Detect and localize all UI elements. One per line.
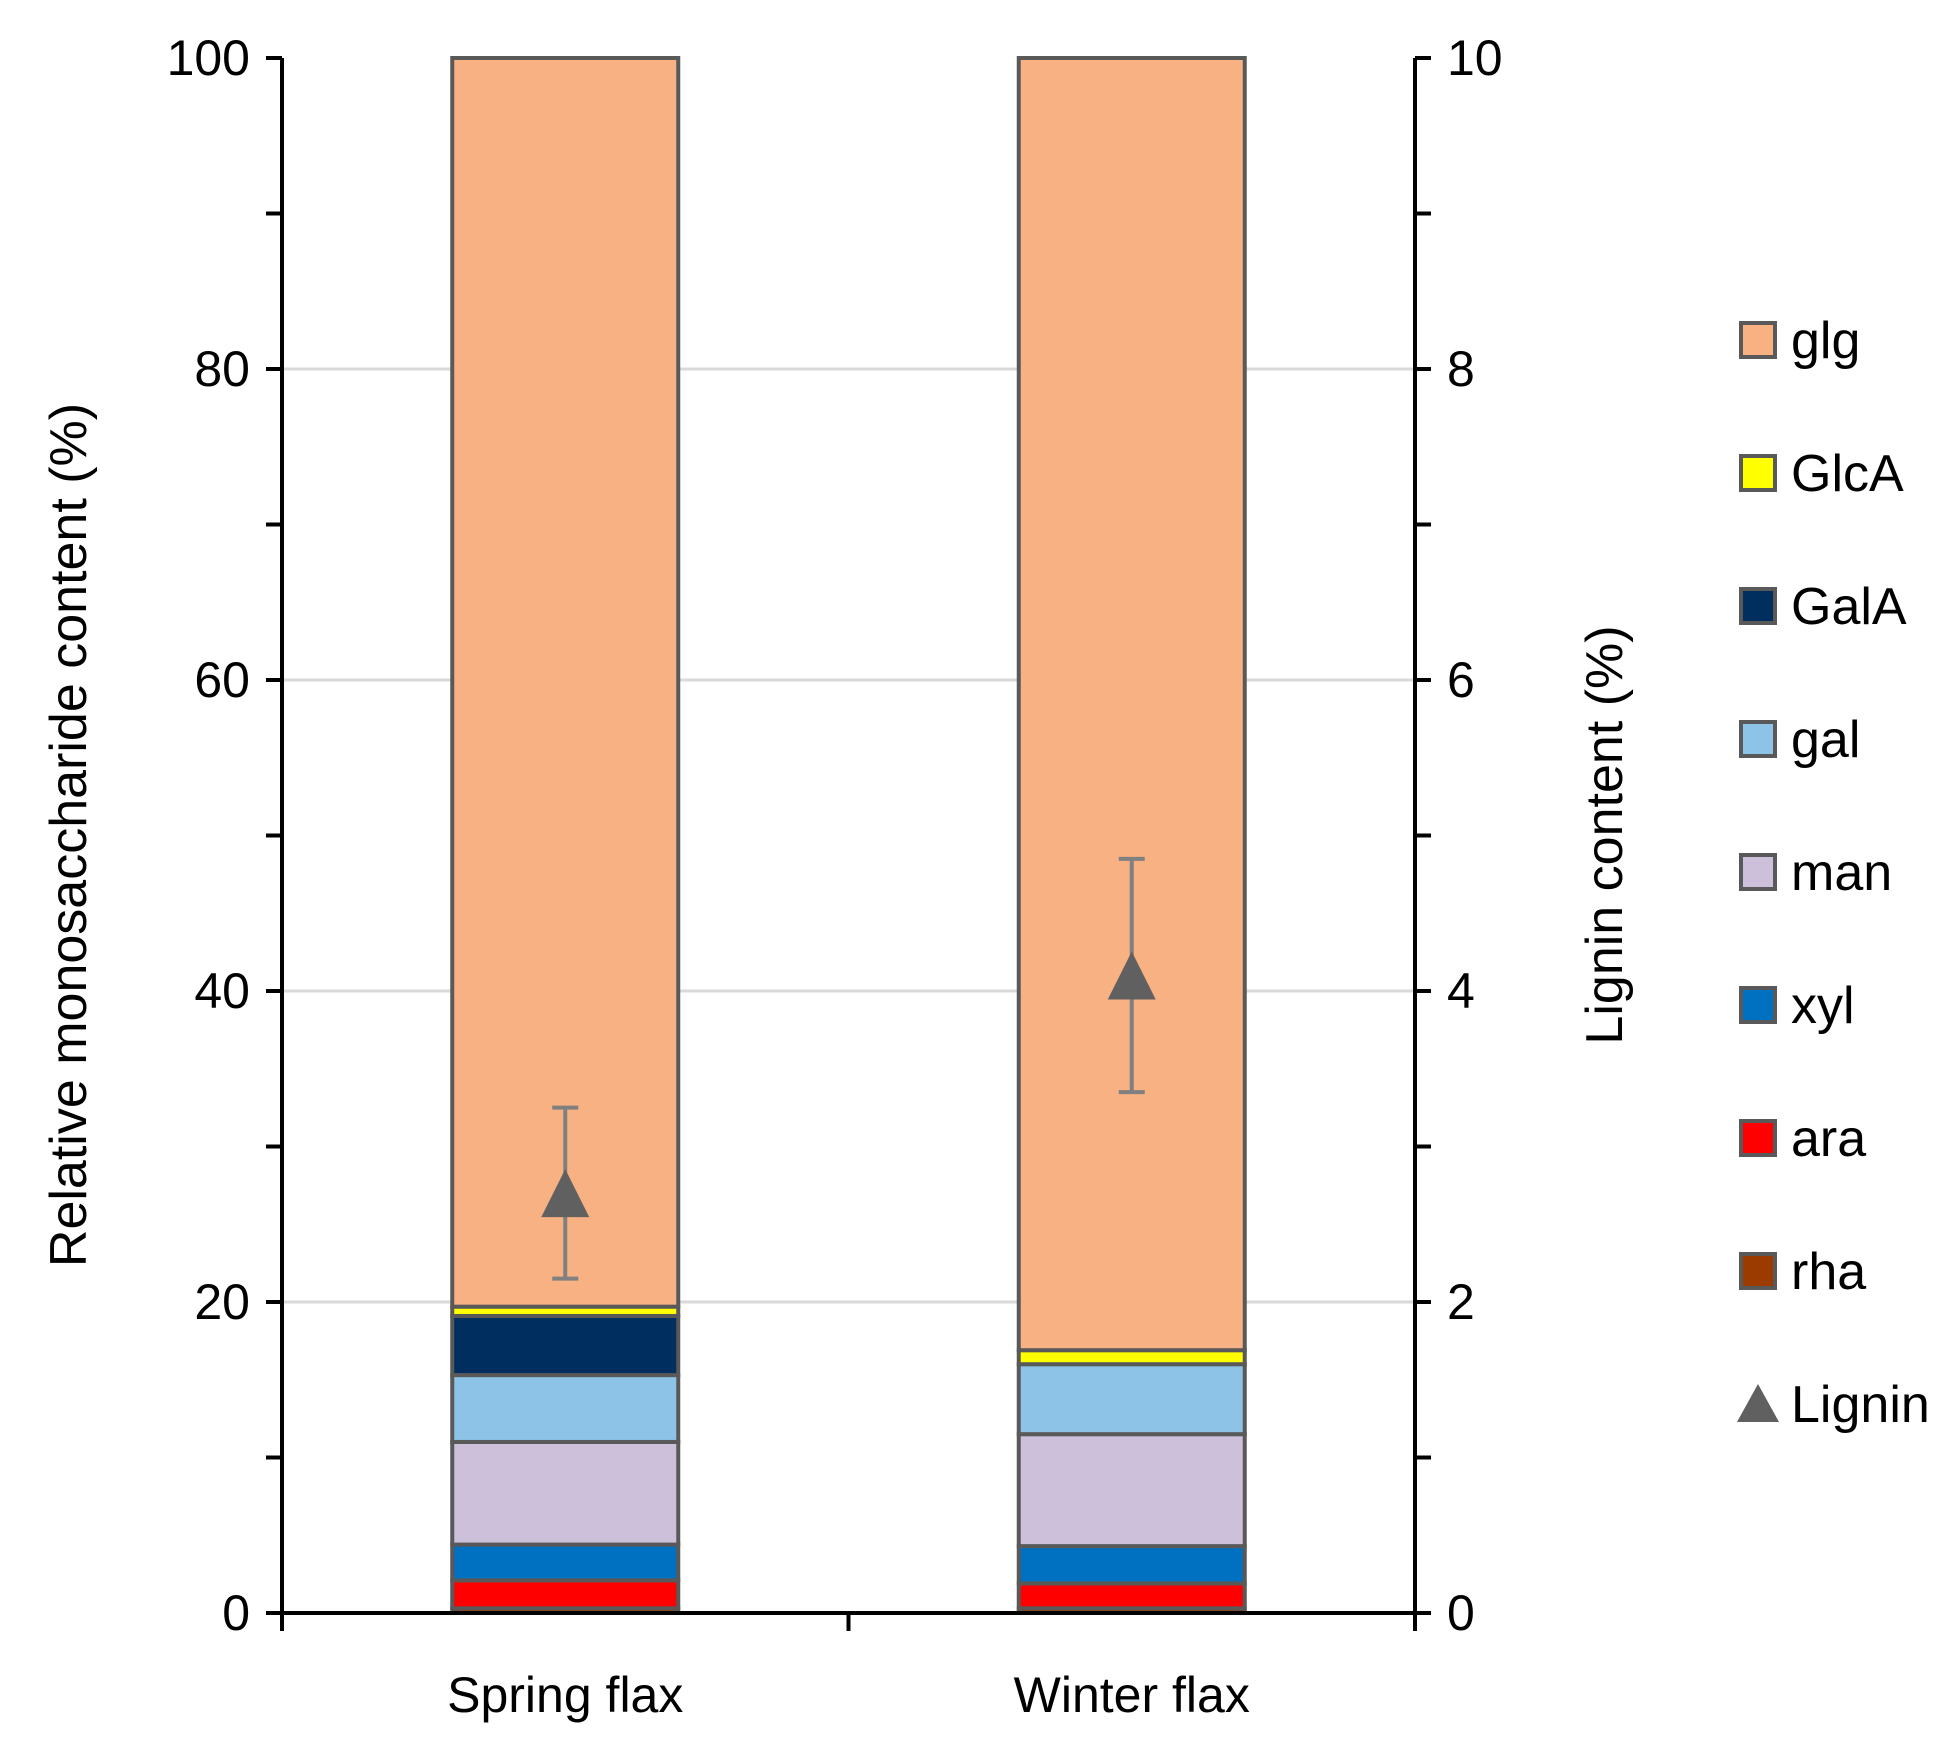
legend-label: GalA — [1791, 578, 1907, 636]
left-tick-label: 40 — [194, 963, 250, 1019]
legend-item-ara: ara — [1739, 1110, 1866, 1168]
legend-item-gal: gal — [1739, 711, 1860, 769]
bar-segments — [450, 56, 1247, 1615]
bar-segment-xyl-2 — [1016, 1544, 1247, 1586]
legend-swatch — [1739, 1252, 1777, 1290]
legend: glg GlcA GalA gal man xyl ara rha Lignin — [1737, 312, 1930, 1434]
bar-segment-glca-2 — [1016, 1348, 1247, 1367]
legend-label: GlcA — [1791, 445, 1904, 503]
bar-segment-xyl-1 — [450, 1542, 681, 1583]
lignin-marker — [1107, 951, 1156, 1000]
tick-labels: 0 20 40 60 80 100 0 2 4 6 8 10 Spring flax Winter fla… — [167, 30, 1503, 1723]
axis-ticks — [266, 56, 1431, 1631]
bar-segment-gal-1 — [450, 1373, 681, 1444]
y-axis-title-left: Relative monosaccharide content (%) — [40, 403, 98, 1267]
bar-segment-gala-1 — [450, 1313, 681, 1378]
legend-swatch — [1739, 1119, 1777, 1157]
legend-label: ara — [1791, 1110, 1866, 1168]
legend-swatch — [1739, 853, 1777, 891]
left-tick-label: 20 — [194, 1274, 250, 1330]
legend-swatch — [1737, 1384, 1779, 1422]
bar-segment-man-1 — [450, 1439, 681, 1547]
legend-item-glg: glg — [1739, 312, 1860, 370]
bar-segment-man-2 — [1016, 1432, 1247, 1549]
lignin-series — [541, 856, 1156, 1281]
left-tick-label: 0 — [222, 1585, 250, 1641]
bar-segment-ara-2 — [1016, 1581, 1247, 1611]
legend-label: xyl — [1791, 977, 1855, 1035]
legend-swatch — [1739, 986, 1777, 1024]
left-tick-label: 100 — [167, 30, 250, 86]
legend-swatch — [1739, 720, 1777, 758]
bar-segment-ara-1 — [450, 1578, 681, 1611]
legend-label: rha — [1791, 1243, 1866, 1301]
legend-item-lignin: Lignin — [1737, 1376, 1930, 1434]
legend-item-man: man — [1739, 844, 1892, 902]
legend-label: glg — [1791, 312, 1860, 370]
left-tick-label: 80 — [194, 341, 250, 397]
legend-item-xyl: xyl — [1739, 977, 1855, 1035]
bar-segment-gal-2 — [1016, 1362, 1247, 1437]
y-axis-title-right: Lignin content (%) — [1576, 625, 1634, 1044]
right-tick-label: 4 — [1447, 963, 1475, 1019]
right-tick-label: 0 — [1447, 1585, 1475, 1641]
left-tick-label: 60 — [194, 652, 250, 708]
right-tick-label: 8 — [1447, 341, 1475, 397]
legend-swatch — [1739, 587, 1777, 625]
legend-item-rha: rha — [1739, 1243, 1866, 1301]
right-tick-label: 6 — [1447, 652, 1475, 708]
legend-label: Lignin — [1791, 1376, 1930, 1434]
lignin-marker — [541, 1169, 590, 1218]
right-tick-label: 10 — [1447, 30, 1503, 86]
bar-segment-glg-1 — [450, 56, 681, 1309]
category-label: Spring flax — [447, 1667, 683, 1723]
legend-label: gal — [1791, 711, 1860, 769]
legend-item-gala: GalA — [1739, 578, 1907, 636]
legend-item-glca: GlcA — [1739, 445, 1904, 503]
bar-segment-glg-2 — [1016, 56, 1247, 1353]
legend-swatch — [1739, 321, 1777, 359]
category-label: Winter flax — [1014, 1667, 1250, 1723]
legend-label: man — [1791, 844, 1892, 902]
right-tick-label: 2 — [1447, 1274, 1475, 1330]
legend-swatch — [1739, 454, 1777, 492]
